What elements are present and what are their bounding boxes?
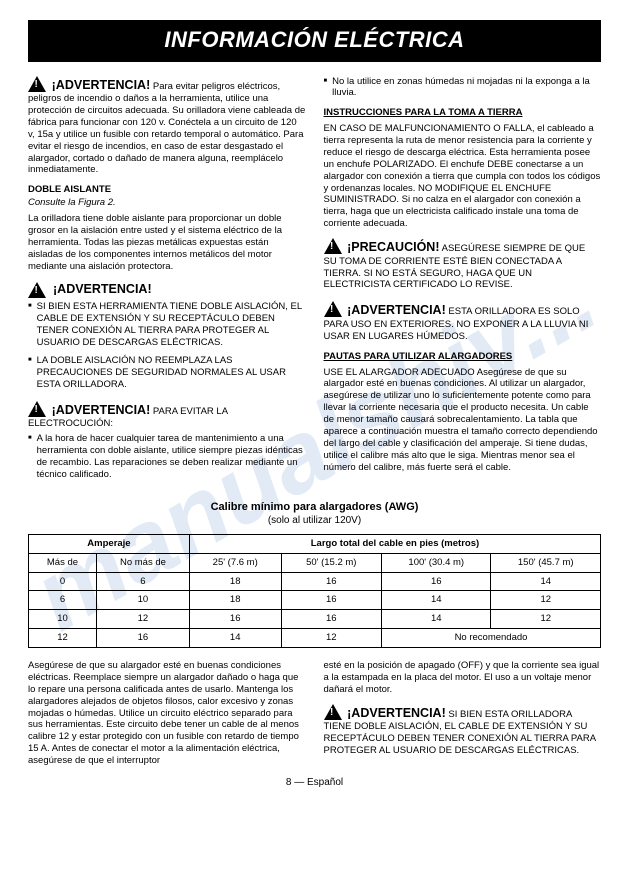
warning-block-right: ¡ADVERTENCIA! ESTA ORILLADORA ES SOLO PA…	[324, 301, 602, 342]
th-largo: Largo total del cable en pies (metros)	[189, 534, 600, 553]
two-column-layout: ¡ADVERTENCIA! Para evitar peligros eléct…	[28, 76, 601, 487]
page-content: INFORMACIÓN ELÉCTRICA ¡ADVERTENCIA! Para…	[28, 20, 601, 789]
table-title: Calibre mínimo para alargadores (AWG)	[28, 501, 601, 515]
warning-label: ¡ADVERTENCIA!	[52, 78, 151, 92]
warning-block-3: ¡ADVERTENCIA! PARA EVITAR LA ELECTROCUCI…	[28, 401, 306, 431]
doble-aislante-heading: DOBLE AISLANTE	[28, 184, 306, 196]
th-less: No más de	[96, 553, 189, 572]
left-column: ¡ADVERTENCIA! Para evitar peligros eléct…	[28, 76, 306, 487]
pautas-heading: PAUTAS PARA UTILIZAR ALARGADORES	[324, 351, 602, 363]
right-column: No la utilice en zonas húmedas ni mojada…	[324, 76, 602, 487]
warning-label: ¡ADVERTENCIA!	[53, 282, 152, 298]
th-col: 150' (45.7 m)	[491, 553, 601, 572]
warning-icon	[324, 238, 342, 254]
th-col: 50' (15.2 m)	[281, 553, 382, 572]
footer-warning-block: ¡ADVERTENCIA! SI BIEN ESTA ORILLADORA TI…	[324, 704, 602, 757]
warning-label: ¡ADVERTENCIA!	[347, 303, 446, 317]
footer-columns: Asegúrese de que su alargador esté en bu…	[28, 660, 601, 767]
pautas-text: USE EL ALARGADOR ADECUADO Asegúrese de q…	[324, 367, 602, 474]
table-row: 0618161614	[29, 572, 601, 591]
warning-icon	[28, 282, 46, 298]
footer-left: Asegúrese de que su alargador esté en bu…	[28, 660, 306, 767]
precaucion-block: ¡PRECAUCIÓN! ASEGÚRESE SIEMPRE DE QUE SU…	[324, 238, 602, 291]
warning-bullet: LA DOBLE AISLACIÓN NO REEMPLAZA LAS PREC…	[28, 355, 306, 391]
footer-right: esté en la posición de apagado (OFF) y q…	[324, 660, 602, 767]
th-more: Más de	[29, 553, 97, 572]
warning-icon	[28, 76, 46, 92]
th-amperaje: Amperaje	[29, 534, 190, 553]
table-subheader-row: Más de No más de 25' (7.6 m) 50' (15.2 m…	[29, 553, 601, 572]
warning-text: Para evitar peligros eléctricos, peligro…	[28, 81, 305, 176]
page-number: 8 — Español	[28, 777, 601, 790]
warning-icon	[324, 301, 342, 317]
warning-icon	[324, 704, 342, 720]
table-row: 12161412No recomendado	[29, 629, 601, 648]
warning-bullet: SI BIEN ESTA HERRAMIENTA TIENE DOBLE AIS…	[28, 301, 306, 349]
page-title-bar: INFORMACIÓN ELÉCTRICA	[28, 20, 601, 62]
bullet-item: No la utilice en zonas húmedas ni mojada…	[324, 76, 602, 100]
table-subtitle: (solo al utilizar 120V)	[28, 515, 601, 528]
caution-label: ¡PRECAUCIÓN!	[347, 240, 439, 254]
footer-right-text: esté en la posición de apagado (OFF) y q…	[324, 660, 602, 696]
warning-block-2: ¡ADVERTENCIA!	[28, 282, 306, 298]
table-header-row: Amperaje Largo total del cable en pies (…	[29, 534, 601, 553]
instrucciones-heading: INSTRUCCIONES PARA LA TOMA A TIERRA	[324, 107, 602, 119]
warning-label: ¡ADVERTENCIA!	[347, 706, 446, 720]
warning-label: ¡ADVERTENCIA!	[52, 403, 151, 417]
instrucciones-text: EN CASO DE MALFUNCIONAMIENTO O FALLA, el…	[324, 123, 602, 230]
doble-aislante-text: La orilladora tiene doble aislante para …	[28, 213, 306, 272]
th-col: 100' (30.4 m)	[382, 553, 491, 572]
no-rec-cell: No recomendado	[382, 629, 601, 648]
warning-bullet: A la hora de hacer cualquier tarea de ma…	[28, 433, 306, 481]
figure-reference: Consulte la Figura 2.	[28, 197, 306, 209]
gauge-table: Amperaje Largo total del cable en pies (…	[28, 534, 601, 648]
table-row: 101216161412	[29, 610, 601, 629]
table-row: 61018161412	[29, 591, 601, 610]
th-col: 25' (7.6 m)	[189, 553, 281, 572]
warning-block-1: ¡ADVERTENCIA! Para evitar peligros eléct…	[28, 76, 306, 177]
warning-icon	[28, 401, 46, 417]
